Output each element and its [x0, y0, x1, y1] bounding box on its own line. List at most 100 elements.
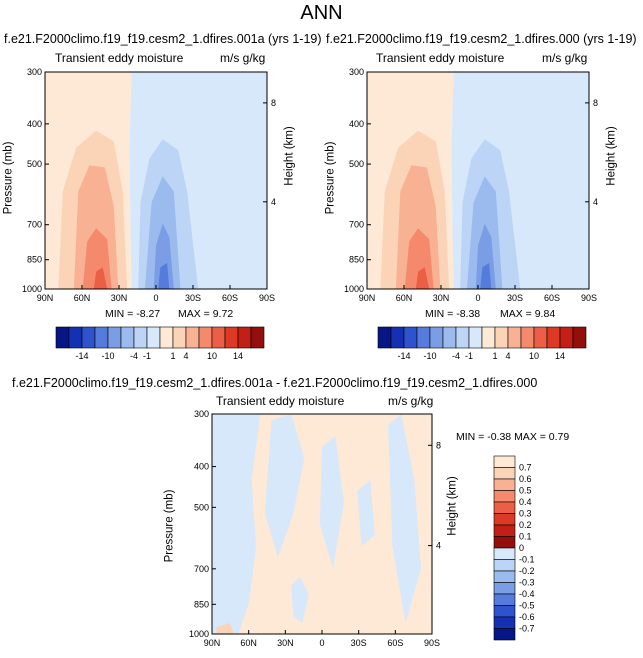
panel1-colorbar-label: -4	[130, 351, 138, 361]
panel2-colorbar-box	[520, 326, 535, 349]
panel2-colorbar-box	[390, 326, 405, 349]
panel1-y-tick-label: 1000	[22, 284, 42, 294]
panel2-colorbar-box	[455, 326, 470, 349]
panel3-y-tick-label: 1000	[189, 629, 209, 639]
panel1-colorbar-box	[94, 326, 109, 349]
panel2-colorbar-box	[507, 326, 522, 349]
panel1-right-tick-label: 8	[271, 98, 276, 108]
panel2-x-tick-label: 60S	[544, 293, 560, 303]
panel2-title: f.e21.F2000climo.f19_f19.cesm2_1.dfires.…	[326, 32, 637, 46]
panel3-colorbar-label: 0.2	[519, 520, 532, 530]
panel3-colorbar-box	[493, 570, 516, 583]
panel1-colorbar-box	[133, 326, 148, 349]
panel2-x-tick-label: 60N	[396, 293, 413, 303]
panel2-colorbar-label: 4	[505, 351, 510, 361]
panel3-colorbar-box	[493, 593, 516, 606]
panel3-colorbar-label: -0.6	[519, 612, 535, 622]
panel1-colorbar-label: 14	[233, 351, 243, 361]
panel1-y-tick-label: 700	[27, 220, 42, 230]
panel3-colorbar-label: -0.5	[519, 601, 535, 611]
panel3-colorbar-label: 0.3	[519, 509, 532, 519]
panel1-min-label: MIN = -8.27	[105, 308, 161, 320]
panel3-x-tick-label: 60N	[240, 638, 257, 648]
panel2-colorbar-box	[572, 326, 587, 349]
panel2-colorbar-box	[468, 326, 483, 349]
panel3-colorbar-box	[493, 513, 516, 526]
panel2-colorbar-box	[377, 326, 392, 349]
panel1-pos-contour-5	[93, 267, 108, 289]
panel3-colorbar-box	[493, 501, 516, 514]
panel2-colorbar-label: 14	[555, 351, 565, 361]
panel2-colorbar-label: -10	[423, 351, 436, 361]
panel2-min-label: MIN = -8.38	[425, 308, 481, 320]
panel3-colorbar-label: 0.4	[519, 497, 532, 507]
panel1-neg-contour-5	[158, 263, 170, 289]
panel3-x-tick-label: 90N	[204, 638, 221, 648]
panel2-x-tick-label: 0	[475, 293, 480, 303]
panel1-colorbar-box	[250, 326, 265, 349]
panel3-y-tick-label: 700	[194, 564, 209, 574]
panel1-colorbar-box	[120, 326, 135, 349]
panel3-x-tick-label: 30N	[277, 638, 294, 648]
panel3-colorbar-label: 0	[519, 543, 524, 553]
panel3-y-tick-label: 500	[194, 502, 209, 512]
panel3-x-tick-label: 0	[319, 638, 324, 648]
panel2-max-label: MAX = 9.84	[500, 308, 556, 320]
panel1-colorbar-label: -10	[101, 351, 114, 361]
panel2-x-tick-label: 30N	[433, 293, 450, 303]
panel1-colorbar-box	[224, 326, 239, 349]
panel1-right-tick-label: 4	[271, 197, 276, 207]
panel3-pos-diff-spot	[216, 623, 234, 634]
panel2-colorbar-box	[429, 326, 444, 349]
panel2-y-tick-label: 500	[349, 159, 364, 169]
panel1-x-tick-label: 90N	[37, 293, 54, 303]
panel1-x-tick-label: 30N	[111, 293, 128, 303]
panel1-x-tick-label: 30S	[185, 293, 201, 303]
panel3-neg-diff-region-2	[264, 414, 305, 557]
panel2-y-tick-label: 1000	[344, 284, 364, 294]
panel2-colorbar-box	[559, 326, 574, 349]
panel3-colorbar-box	[493, 547, 516, 560]
panel1-colorbar-box	[55, 326, 70, 349]
panel2-colorbar-label: 10	[529, 351, 539, 361]
panel1-y-axis-label: Pressure (mb)	[2, 141, 15, 215]
panel3-right-axis-label: Height (km)	[446, 476, 459, 536]
panel3-x-tick-label: 60S	[387, 638, 403, 648]
panel2-neg-contour-5	[480, 263, 492, 289]
panel3-neg-diff-region-3	[319, 436, 344, 568]
panel3-subtitle-right: m/s g/kg	[388, 394, 434, 408]
panel3-colorbar-label: -0.4	[519, 589, 535, 599]
panel1-colorbar-box	[211, 326, 226, 349]
panel2-colorbar-box	[403, 326, 418, 349]
panel1-y-tick-label: 300	[27, 67, 42, 77]
panel3-neg-diff-region-5	[388, 414, 421, 623]
panel3-y-tick-label: 300	[194, 409, 209, 419]
panel1-colorbar-label: 10	[207, 351, 217, 361]
panel3-subtitle-left: Transient eddy moisture	[216, 394, 345, 408]
panel1-pos-contour-4	[82, 228, 112, 289]
panel3-colorbar-box	[493, 490, 516, 503]
panel3-colorbar-box	[493, 478, 516, 491]
panel1-x-tick-label: 60S	[222, 293, 238, 303]
panel2-colorbar-label: -14	[397, 351, 410, 361]
panel2-right-tick-label: 4	[593, 197, 598, 207]
panel3-colorbar-label: -0.2	[519, 566, 535, 576]
panel1-colorbar-box	[159, 326, 174, 349]
panel3-colorbar-label: 0.1	[519, 532, 532, 542]
panel1-y-tick-label: 500	[27, 159, 42, 169]
panel1-x-tick-label: 60N	[74, 293, 91, 303]
panel2-x-tick-label: 90N	[359, 293, 376, 303]
panel3-colorbar-box	[493, 536, 516, 549]
panel2-colorbar-box	[546, 326, 561, 349]
panel1-y-tick-label: 850	[27, 255, 42, 265]
panel1-colorbar-box	[107, 326, 122, 349]
panel2-y-tick-label: 400	[349, 119, 364, 129]
panel1-max-label: MAX = 9.72	[178, 308, 234, 320]
panel1-colorbar-label: -1	[143, 351, 151, 361]
panel3-y-axis-label: Pressure (mb)	[163, 489, 176, 563]
panel3-colorbar-box	[493, 628, 516, 641]
figure-title: ANN	[300, 2, 343, 24]
panel3-colorbar-label: -0.7	[519, 624, 535, 634]
panel1-x-tick-label: 0	[153, 293, 158, 303]
